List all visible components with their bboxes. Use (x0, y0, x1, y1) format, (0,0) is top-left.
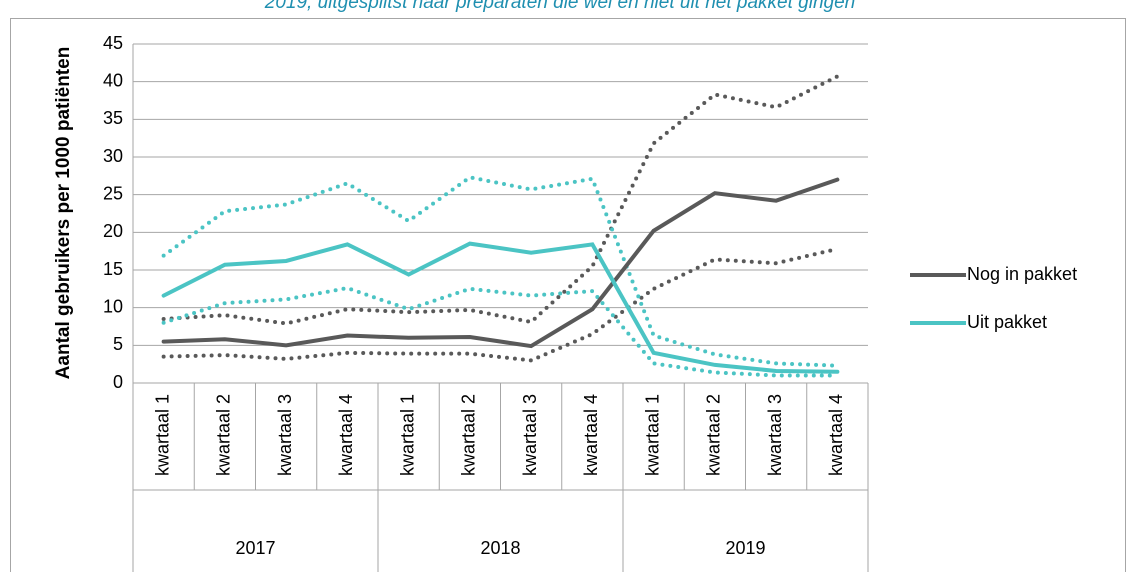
x-tick-label: kwartaal 1 (642, 394, 662, 476)
x-tick-label: kwartaal 1 (152, 394, 172, 476)
x-tick-label: kwartaal 3 (275, 394, 295, 476)
group-label: 2019 (725, 538, 765, 558)
y-tick-label: 45 (103, 33, 123, 53)
group-label: 2018 (480, 538, 520, 558)
series-line (161, 177, 840, 349)
interval-line (161, 286, 840, 378)
interval-line (161, 74, 840, 326)
series-line (161, 241, 840, 374)
legend-label: Uit pakket (967, 312, 1047, 332)
y-tick-label: 30 (103, 146, 123, 166)
x-tick-label: kwartaal 4 (826, 394, 846, 476)
y-axis-label: Aantal gebruikers per 1000 patiënten (53, 47, 74, 380)
x-tick-label: kwartaal 3 (520, 394, 540, 476)
x-tick-label: kwartaal 2 (214, 394, 234, 476)
interval-line (161, 246, 840, 363)
chart-frame (10, 18, 1126, 572)
x-tick-label: kwartaal 3 (765, 394, 785, 476)
group-label: 2017 (235, 538, 275, 558)
x-tick-label: kwartaal 2 (459, 394, 479, 476)
y-tick-label: 40 (103, 70, 123, 90)
y-tick-label: 0 (113, 372, 123, 392)
y-tick-label: 25 (103, 183, 123, 203)
y-tick-label: 35 (103, 108, 123, 128)
y-tick-label: 5 (113, 334, 123, 354)
x-tick-label: kwartaal 4 (581, 394, 601, 476)
chart-title: 2019, uitgesplitst naar preparaten die w… (264, 0, 855, 13)
x-tick-label: kwartaal 4 (336, 394, 356, 476)
y-tick-label: 10 (103, 296, 123, 316)
x-tick-label: kwartaal 1 (397, 394, 417, 476)
y-tick-label: 15 (103, 259, 123, 279)
x-tick-label: kwartaal 2 (704, 394, 724, 476)
y-tick-label: 20 (103, 221, 123, 241)
legend-label: Nog in pakket (967, 264, 1077, 284)
interval-line (161, 175, 840, 368)
